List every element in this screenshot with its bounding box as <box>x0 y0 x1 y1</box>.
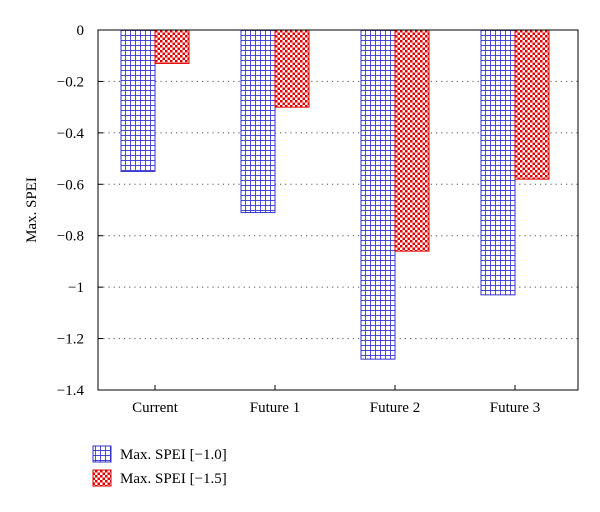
bars <box>120 29 550 360</box>
plot-frame <box>97 29 579 391</box>
bar-spei-1-5 <box>394 29 430 252</box>
y-tick-label: −1.4 <box>57 383 85 399</box>
y-axis-label: Max. SPEI <box>24 177 40 243</box>
x-tick-label: Future 1 <box>250 400 300 416</box>
legend: Max. SPEI [−1.0] Max. SPEI [−1.5] <box>92 445 227 487</box>
gridlines <box>98 80 578 340</box>
y-tick-label: −0.6 <box>57 177 85 193</box>
x-tick-label: Current <box>132 400 179 416</box>
y-tick-label: −0.4 <box>57 126 85 142</box>
x-tick-label: Future 2 <box>370 400 420 416</box>
bar-spei-1-5 <box>154 29 190 64</box>
bar-spei-1-0 <box>360 29 396 360</box>
bar-spei-1-0 <box>480 29 516 296</box>
y-tick-label: −1.2 <box>57 332 84 348</box>
legend-swatch <box>92 445 112 463</box>
y-tick-label: 0 <box>77 23 85 39</box>
y-tick-label: −0.2 <box>57 74 84 90</box>
bar-spei-1-5 <box>514 29 550 180</box>
legend-swatch <box>92 469 112 487</box>
legend-label: Max. SPEI [−1.0] <box>120 447 227 463</box>
bar-spei-1-5 <box>274 29 310 108</box>
y-tick-label: −1 <box>68 280 84 296</box>
x-axis-ticks: Current Future 1 Future 2 Future 3 <box>132 385 540 416</box>
y-axis-ticks: 0 −0.2 −0.4 −0.6 −0.8 −1 −1.2 −1.4 <box>57 23 103 399</box>
bar-spei-1-0 <box>120 29 156 172</box>
y-tick-label: −0.8 <box>57 229 84 245</box>
legend-label: Max. SPEI [−1.5] <box>120 471 227 487</box>
bar-spei-1-0 <box>240 29 276 214</box>
x-tick-label: Future 3 <box>490 400 540 416</box>
